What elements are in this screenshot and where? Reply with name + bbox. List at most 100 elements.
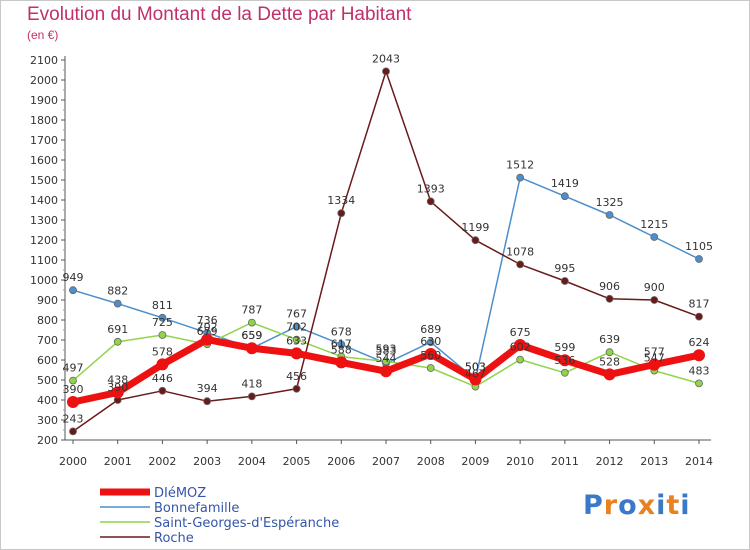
y-tick-label: 1200 <box>30 234 58 247</box>
data-label: 593 <box>376 342 397 355</box>
data-label: 390 <box>63 383 84 396</box>
y-tick-label: 500 <box>37 374 58 387</box>
data-point <box>424 348 437 360</box>
y-tick-label: 1800 <box>30 114 58 127</box>
legend: DIéMOZBonnefamilleSaint-Georges-d'Espéra… <box>100 486 339 546</box>
data-point <box>292 322 301 331</box>
legend-label: DIéMOZ <box>154 486 206 501</box>
data-point <box>69 427 77 436</box>
y-tick-label: 1500 <box>30 174 58 187</box>
data-point <box>605 211 614 219</box>
data-point <box>560 192 569 201</box>
data-label: 503 <box>465 360 486 373</box>
data-point <box>337 340 346 349</box>
x-tick-label: 2005 <box>283 455 311 468</box>
data-label: 678 <box>331 325 352 338</box>
data-point <box>158 386 167 395</box>
logo-letter: t <box>666 490 681 521</box>
data-label: 702 <box>197 321 218 334</box>
data-point <box>426 338 435 347</box>
logo-letter: x <box>637 490 657 521</box>
data-label: 483 <box>689 364 710 377</box>
x-tick-label: 2010 <box>506 455 534 468</box>
data-point <box>382 357 390 366</box>
data-label: 679 <box>197 325 218 338</box>
data-label: 817 <box>689 298 710 311</box>
data-label: 390 <box>107 381 128 394</box>
data-point <box>695 312 703 321</box>
data-label: 583 <box>376 344 397 357</box>
y-tick-label: 1900 <box>30 94 58 107</box>
data-label: 602 <box>510 341 531 354</box>
data-label: 900 <box>644 281 665 294</box>
data-label: 1512 <box>506 159 534 172</box>
data-label: 633 <box>286 334 307 347</box>
y-tick-label: 2100 <box>30 54 58 67</box>
x-tick-label: 2003 <box>193 455 221 468</box>
data-label: 1078 <box>506 245 534 258</box>
y-tick-label: 1300 <box>30 214 58 227</box>
x-tick-label: 2011 <box>551 455 579 468</box>
data-label: 467 <box>465 368 486 381</box>
y-tick-label: 900 <box>37 294 58 307</box>
data-point <box>469 373 482 386</box>
data-point <box>648 358 661 371</box>
data-label: 560 <box>420 349 441 362</box>
logo-letter: i <box>680 490 691 521</box>
data-label: 630 <box>420 335 441 348</box>
data-label: 544 <box>376 352 397 365</box>
y-tick-label: 400 <box>37 394 58 407</box>
data-label: 995 <box>554 262 575 275</box>
data-label: 702 <box>286 321 307 334</box>
data-point <box>247 392 256 401</box>
data-point <box>113 299 122 308</box>
y-tick-label: 300 <box>37 414 58 427</box>
data-label: 528 <box>599 355 620 368</box>
x-tick-label: 2012 <box>596 455 624 468</box>
x-tick-label: 2004 <box>238 455 266 468</box>
data-label: 588 <box>331 343 352 356</box>
data-point <box>156 358 169 371</box>
data-point <box>560 368 569 377</box>
proxiti-logo: Proxiti <box>583 490 691 521</box>
data-point <box>426 197 435 206</box>
data-point <box>69 286 77 295</box>
data-point <box>158 313 167 322</box>
y-tick-label: 700 <box>37 334 58 347</box>
logo-letter: r <box>603 490 619 521</box>
data-point <box>558 354 571 367</box>
data-label: 639 <box>599 333 620 346</box>
data-point <box>471 236 480 245</box>
data-point <box>516 355 525 364</box>
data-label: 446 <box>152 372 173 385</box>
data-label: 599 <box>554 341 575 354</box>
data-label: 675 <box>510 326 531 339</box>
y-tick-label: 1000 <box>30 274 58 287</box>
data-label: 438 <box>107 373 128 386</box>
data-point <box>380 365 392 378</box>
data-point <box>113 337 122 346</box>
data-label: 882 <box>107 285 128 298</box>
y-tick-label: 800 <box>37 314 58 327</box>
x-tick-label: 2007 <box>372 455 400 468</box>
data-label: 418 <box>241 377 262 390</box>
y-tick-label: 1400 <box>30 194 58 207</box>
data-point <box>111 386 124 399</box>
data-label: 497 <box>63 362 84 375</box>
data-point <box>247 318 256 327</box>
y-tick-label: 600 <box>37 354 58 367</box>
data-label: 243 <box>63 412 84 425</box>
data-label: 577 <box>644 346 665 359</box>
data-point <box>695 255 703 263</box>
data-point <box>603 368 616 381</box>
data-label: 691 <box>107 323 128 336</box>
data-label: 725 <box>152 316 173 329</box>
logo-letter: P <box>583 490 604 521</box>
y-tick-label: 1700 <box>30 134 58 147</box>
data-label: 787 <box>241 304 262 317</box>
data-point <box>290 347 303 360</box>
data-point <box>382 67 390 76</box>
data-label: 1215 <box>640 218 668 231</box>
